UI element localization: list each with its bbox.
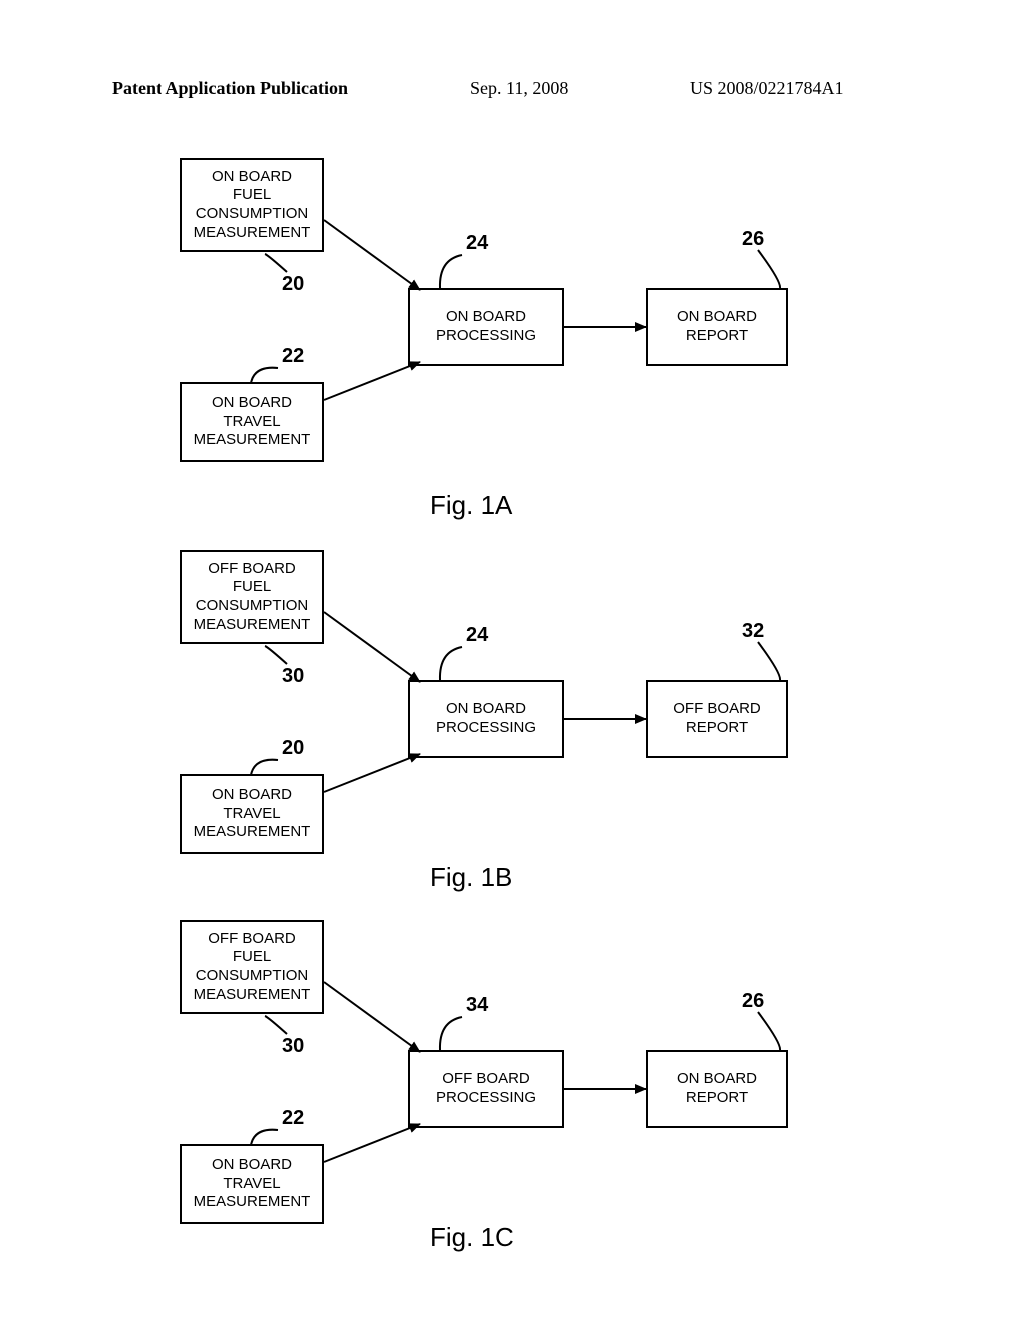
flow-node-A-n2: ON BOARDTRAVELMEASUREMENT	[180, 382, 324, 462]
figure-label-A: Fig. 1A	[430, 490, 512, 521]
ref-label-A-r22: 22	[282, 345, 304, 368]
ref-label-A-r26: 26	[742, 228, 764, 251]
ref-label-C-r30: 30	[282, 1035, 304, 1058]
ref-label-B-r20: 20	[282, 737, 304, 760]
flow-node-B-n1: OFF BOARDFUELCONSUMPTIONMEASUREMENT	[180, 550, 324, 644]
ref-label-C-r26: 26	[742, 990, 764, 1013]
ref-label-A-r24: 24	[466, 232, 488, 255]
ref-label-C-r22: 22	[282, 1107, 304, 1130]
flow-node-A-n3: ON BOARDPROCESSING	[408, 288, 564, 366]
flow-node-C-n4: ON BOARDREPORT	[646, 1050, 788, 1128]
figure-label-C: Fig. 1C	[430, 1222, 514, 1253]
patent-page: Patent Application Publication Sep. 11, …	[0, 0, 1024, 1320]
figure-label-B: Fig. 1B	[430, 862, 512, 893]
flow-node-C-n3: OFF BOARDPROCESSING	[408, 1050, 564, 1128]
ref-label-A-r20: 20	[282, 273, 304, 296]
flow-node-B-n4: OFF BOARDREPORT	[646, 680, 788, 758]
ref-label-B-r32: 32	[742, 620, 764, 643]
flow-node-A-n1: ON BOARDFUELCONSUMPTIONMEASUREMENT	[180, 158, 324, 252]
flow-node-A-n4: ON BOARDREPORT	[646, 288, 788, 366]
flow-node-B-n3: ON BOARDPROCESSING	[408, 680, 564, 758]
ref-label-B-r30: 30	[282, 665, 304, 688]
ref-label-B-r24: 24	[466, 624, 488, 647]
diagram-area: ON BOARDFUELCONSUMPTIONMEASUREMENT ON BOA…	[0, 0, 1024, 1320]
flow-node-C-n2: ON BOARDTRAVELMEASUREMENT	[180, 1144, 324, 1224]
flow-node-C-n1: OFF BOARDFUELCONSUMPTIONMEASUREMENT	[180, 920, 324, 1014]
ref-label-C-r34: 34	[466, 994, 488, 1017]
flow-node-B-n2: ON BOARDTRAVELMEASUREMENT	[180, 774, 324, 854]
